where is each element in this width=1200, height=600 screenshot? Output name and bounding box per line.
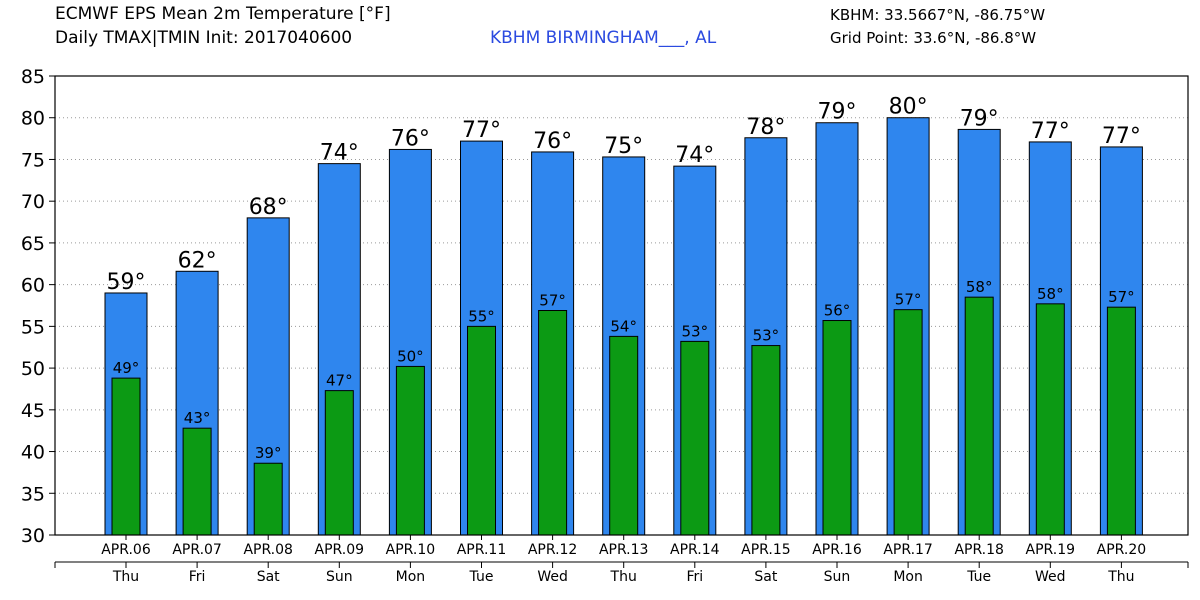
tmin-bar [609,335,639,536]
tmin-bar [538,310,568,536]
tmax-label: 68° [249,195,288,220]
bars [104,117,1143,536]
tmin-label: 58° [1037,285,1064,303]
tmin-bar [111,377,141,536]
x-tick-label: APR.08 [243,542,293,558]
plot-frame [54,75,1189,536]
x-tick-label: APR.20 [1097,542,1147,558]
weekday-label: Fri [686,569,703,585]
tmin-label: 56° [824,302,851,320]
tmax-label: 79° [818,100,857,125]
tmin-label: 47° [326,372,353,390]
axes: 30 35 40 45 50 55 60 65 70 75 80 85 APR.06 Thu APR.07 F… [21,66,1189,585]
tmin-bar [182,427,212,536]
tmax-label: 77° [1102,124,1141,149]
tmax-label: 59° [107,270,146,295]
tmin-bar [1106,306,1136,536]
tmin-bar [395,365,425,536]
tmin-label: 53° [753,327,780,345]
y-tick-label: 30 [21,525,45,547]
weekday-label: Tue [469,569,494,585]
tmax-label: 76° [533,129,572,154]
tmin-bar [1035,303,1065,536]
tmin-bar [324,390,354,536]
tmin-bar [680,340,710,536]
tmin-bar [253,462,283,536]
tmin-label: 49° [113,359,140,377]
weekday-label: Thu [1107,569,1134,585]
tmin-label: 43° [184,409,211,427]
tmax-label: 74° [675,143,714,168]
x-tick-label: APR.12 [528,542,578,558]
tmax-label: 74° [320,141,359,166]
weekday-label: Sun [824,569,851,585]
weekday-label: Sat [257,569,280,585]
y-tick-label: 60 [21,275,45,297]
tmax-label: 80° [889,95,928,120]
y-tick-label: 75 [21,149,45,171]
weekday-label: Mon [396,569,426,585]
y-tick-label: 45 [21,400,45,422]
y-tick-label: 55 [21,316,45,338]
station-label: KBHM BIRMINGHAM___, AL [490,28,717,48]
data-labels: 59° 49° 62° 43° 68° 39° 74° 47° 76° 50° 77° 55° 76° 5… [107,95,1141,463]
tmin-bar [964,296,994,536]
grid-point-coordinates: Grid Point: 33.6°N, -86.8°W [830,29,1037,47]
tmin-label: 50° [397,347,424,365]
y-tick-label: 80 [21,108,45,130]
tmin-label: 57° [1108,288,1135,306]
tmax-label: 79° [960,106,999,131]
tmin-label: 58° [966,278,993,296]
tmin-bar [467,325,496,536]
tmax-label: 78° [746,115,785,140]
weekday-label: Sun [326,569,353,585]
x-tick-label: APR.07 [172,542,222,558]
y-tick-label: 35 [21,483,45,505]
x-tick-label: APR.10 [386,542,436,558]
tmin-label: 53° [682,322,709,340]
x-tick-label: APR.19 [1026,542,1076,558]
y-tick-label: 50 [21,358,45,380]
tmin-bar [751,345,781,536]
y-tick-label: 40 [21,442,45,464]
tmax-label: 62° [178,248,217,273]
tmin-label: 57° [539,292,566,310]
tmax-label: 77° [1031,119,1070,144]
tmax-label: 76° [391,126,430,151]
weekday-label: Mon [893,569,923,585]
weekday-label: Wed [537,569,568,585]
weekday-label: Tue [966,569,991,585]
tmin-label: 55° [468,307,495,325]
x-tick-label: APR.16 [812,542,862,558]
x-tick-label: APR.17 [883,542,933,558]
tmin-label: 54° [610,317,637,335]
weekday-label: Fri [189,569,206,585]
station-coordinates: KBHM: 33.5667°N, -86.75°W [830,6,1046,24]
x-tick-label: APR.15 [741,542,791,558]
tmax-label: 77° [462,118,501,143]
chart-subtitle: Daily TMAX|TMIN Init: 2017040600 [55,28,353,48]
weekday-label: Thu [610,569,637,585]
tmin-label: 39° [255,444,282,462]
y-tick-label: 85 [21,66,45,88]
weekday-label: Wed [1035,569,1066,585]
tmin-bar [822,320,852,536]
x-tick-label: APR.09 [315,542,365,558]
x-tick-label: APR.06 [101,542,151,558]
x-tick-label: APR.11 [457,542,507,558]
x-tick-label: APR.18 [954,542,1004,558]
x-tick-label: APR.13 [599,542,649,558]
tmin-label: 57° [895,291,922,309]
chart-title: ECMWF EPS Mean 2m Temperature [°F] [55,4,391,24]
y-tick-label: 70 [21,191,45,213]
weekday-label: Thu [112,569,139,585]
tmin-bar [893,309,923,536]
x-tick-label: APR.14 [670,542,720,558]
y-tick-label: 65 [21,233,45,255]
weekday-label: Sat [754,569,777,585]
tmax-label: 75° [604,134,643,159]
